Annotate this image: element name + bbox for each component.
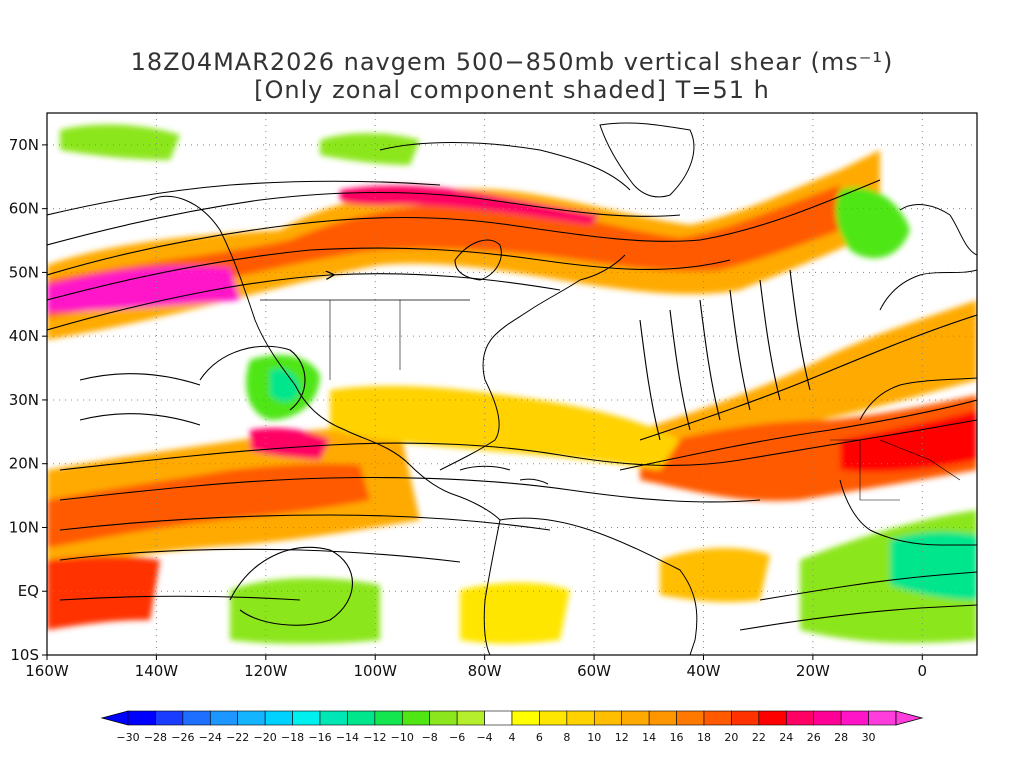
streamlines <box>47 179 977 631</box>
lon-tick-label: 40W <box>687 662 721 680</box>
colorbar-min-arrow <box>100 710 129 726</box>
lat-tick-label: 10S <box>10 646 39 664</box>
lat-tick-label: 30N <box>9 391 39 409</box>
lat-tick-label: 70N <box>9 136 39 154</box>
colorbar-label: 14 <box>642 731 656 744</box>
colorbar-swatch <box>319 710 348 726</box>
colorbar-label: −20 <box>254 731 277 744</box>
lon-tick-label: 0 <box>918 662 928 680</box>
colorbar-swatch <box>456 710 485 726</box>
lat-tick-label: 60N <box>9 200 39 218</box>
colorbar-swatch <box>785 710 815 726</box>
colorbar-swatch <box>648 710 677 726</box>
colorbar-swatch <box>347 710 376 726</box>
colorbar-max-arrow <box>895 710 924 726</box>
colorbar-label: 24 <box>779 731 793 744</box>
colorbar-label: 12 <box>615 731 629 744</box>
colorbar-label: −4 <box>476 731 492 744</box>
colorbar-label: 30 <box>862 731 876 744</box>
colorbar-label: 4 <box>509 731 516 744</box>
colorbar-swatch <box>374 710 403 726</box>
colorbar-swatch <box>429 710 458 726</box>
colorbar-swatch <box>511 710 540 726</box>
colorbar-label: 18 <box>697 731 711 744</box>
lat-lon-grid <box>47 113 977 655</box>
lon-tick-label: 140W <box>135 662 179 680</box>
colorbar-swatch <box>621 710 650 726</box>
colorbar-label: 28 <box>834 731 848 744</box>
latitude-axis: 70N 60N 50N 40N 30N 20N 10N EQ 10S <box>9 136 47 664</box>
map-subtitle: [Only zonal component shaded] T=51 h <box>254 76 770 104</box>
colorbar-swatch <box>676 710 705 726</box>
colorbar-label: −6 <box>449 731 465 744</box>
colorbar-swatch <box>209 710 239 726</box>
colorbar-label: −30 <box>116 731 139 744</box>
colorbar-label: −12 <box>363 731 386 744</box>
lat-tick-label: 20N <box>9 455 39 473</box>
colorbar-swatch <box>155 710 184 726</box>
colorbar-swatch <box>703 710 732 726</box>
colorbar: −30 −28 −26 −24 −22 −20 −18 −16 −14 −12 −10 −8 −6 −4 4… <box>100 710 924 744</box>
colorbar-label: 8 <box>563 731 570 744</box>
colorbar-swatch <box>566 710 595 726</box>
colorbar-swatch <box>868 710 897 726</box>
colorbar-swatch <box>484 710 513 726</box>
colorbar-label: 10 <box>587 731 601 744</box>
colorbar-label: 22 <box>752 731 766 744</box>
lon-tick-label: 120W <box>244 662 288 680</box>
colorbar-swatch <box>840 710 869 726</box>
lat-tick-label: 10N <box>9 518 39 536</box>
colorbar-swatch <box>401 710 431 726</box>
colorbar-label: −8 <box>422 731 438 744</box>
colorbar-label: 20 <box>724 731 738 744</box>
colorbar-swatch <box>292 710 321 726</box>
colorbar-swatch <box>731 710 760 726</box>
lon-tick-label: 20W <box>796 662 830 680</box>
colorbar-label: 26 <box>807 731 821 744</box>
map-title: 18Z04MAR2026 navgem 500−850mb vertical s… <box>130 48 894 76</box>
colorbar-label: 6 <box>536 731 543 744</box>
colorbar-label: 16 <box>670 731 684 744</box>
colorbar-swatch <box>758 710 787 726</box>
lat-tick-label: 50N <box>9 263 39 281</box>
colorbar-label: −18 <box>281 731 304 744</box>
colorbar-label: −26 <box>171 731 194 744</box>
colorbar-label: −10 <box>391 731 414 744</box>
colorbar-swatch <box>593 710 623 726</box>
colorbar-label: −24 <box>199 731 222 744</box>
coastlines <box>149 122 977 655</box>
colorbar-label: −16 <box>308 731 331 744</box>
colorbar-label: −22 <box>226 731 249 744</box>
longitude-axis: 160W 140W 120W 100W 80W 60W 40W 20W 0 <box>25 655 927 680</box>
colorbar-swatch <box>182 710 211 726</box>
colorbar-label: −14 <box>336 731 359 744</box>
lon-tick-label: 160W <box>25 662 69 680</box>
colorbar-swatch <box>813 710 842 726</box>
lon-tick-label: 100W <box>354 662 398 680</box>
colorbar-swatch <box>127 710 156 726</box>
lat-tick-label: 40N <box>9 327 39 345</box>
colorbar-swatch <box>237 710 266 726</box>
colorbar-swatch <box>539 710 568 726</box>
colorbar-swatch <box>264 710 293 726</box>
lon-tick-label: 60W <box>577 662 611 680</box>
map-frame <box>46 112 978 656</box>
lon-tick-label: 80W <box>468 662 502 680</box>
colorbar-label: −28 <box>144 731 167 744</box>
lat-tick-label: EQ <box>18 582 39 600</box>
